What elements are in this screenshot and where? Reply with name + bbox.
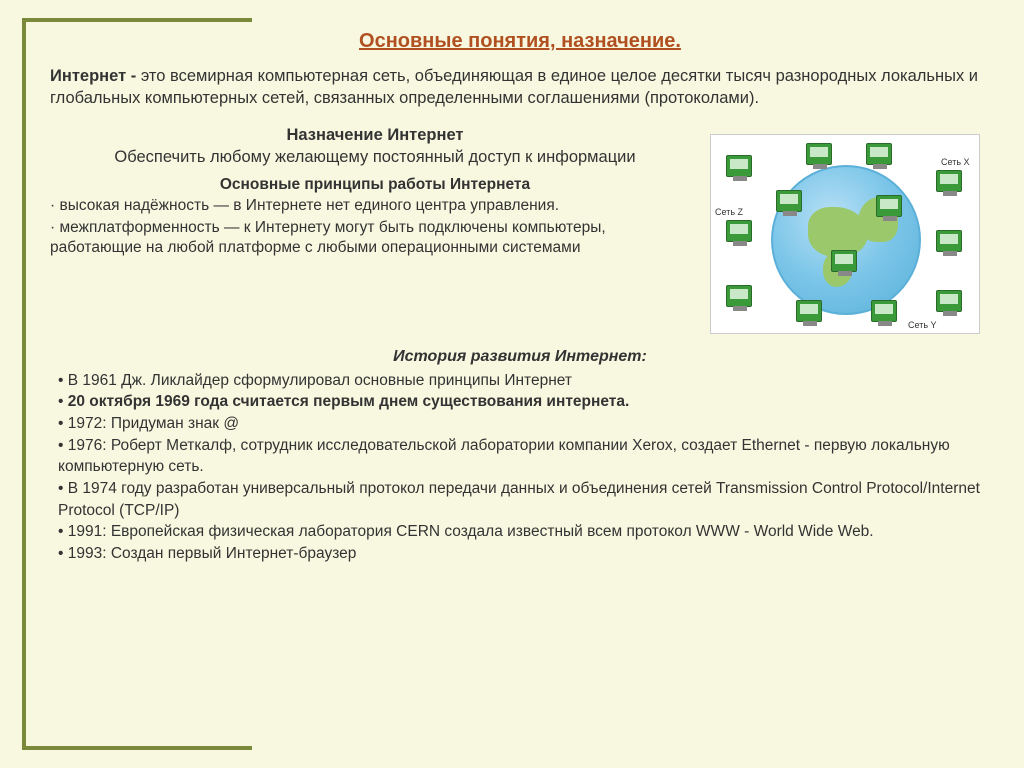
history-item: 20 октября 1969 года считается первым дн… [50, 391, 990, 413]
pc-icon [876, 195, 902, 217]
network-label-y: Сеть Y [906, 320, 939, 330]
left-column: Назначение Интернет Обеспечить любому же… [50, 124, 700, 334]
pc-icon [726, 155, 752, 177]
pc-icon [796, 300, 822, 322]
network-label-x: Сеть X [939, 157, 972, 167]
pc-icon [776, 190, 802, 212]
definition-term: Интернет - [50, 67, 141, 85]
principle-2: · межплатформенность — к Интернету могут… [50, 218, 700, 258]
history-item: 1972: Придуман знак @ [50, 413, 990, 435]
pc-icon [866, 143, 892, 165]
decorative-border-left [22, 18, 26, 750]
two-column-row: Назначение Интернет Обеспечить любому же… [50, 124, 990, 334]
pc-icon [726, 220, 752, 242]
globe-icon [771, 165, 921, 315]
pc-icon [936, 230, 962, 252]
history-heading: История развития Интернет: [50, 348, 990, 366]
pc-icon [871, 300, 897, 322]
network-diagram: Сеть X Сеть Y Сеть Z [710, 134, 980, 334]
right-column: Сеть X Сеть Y Сеть Z [710, 124, 990, 334]
slide-content: Основные понятия, назначение. Интернет -… [50, 30, 990, 565]
history-item: В 1974 году разработан универсальный про… [50, 478, 990, 521]
pc-icon [936, 170, 962, 192]
history-item: В 1961 Дж. Ликлайдер сформулировал основ… [50, 370, 990, 392]
principle-1: · высокая надёжность — в Интернете нет е… [50, 196, 700, 216]
principles-heading: Основные принципы работы Интернета [50, 176, 700, 194]
internet-definition: Интернет - это всемирная компьютерная се… [50, 65, 990, 110]
network-label-z: Сеть Z [713, 207, 745, 217]
pc-icon [806, 143, 832, 165]
history-item: 1993: Создан первый Интернет-браузер [50, 543, 990, 565]
decorative-border-bottom [22, 746, 252, 750]
purpose-text: Обеспечить любому желающему постоянный д… [50, 147, 700, 168]
definition-text: это всемирная компьютерная сеть, объедин… [50, 67, 978, 107]
pc-icon [726, 285, 752, 307]
history-item: 1976: Роберт Меткалф, сотрудник исследов… [50, 435, 990, 478]
pc-icon [936, 290, 962, 312]
slide-title: Основные понятия, назначение. [50, 30, 990, 53]
pc-icon [831, 250, 857, 272]
history-item: 1991: Европейская физическая лаборатория… [50, 521, 990, 543]
purpose-heading: Назначение Интернет [50, 126, 700, 145]
decorative-border-top [22, 18, 252, 22]
